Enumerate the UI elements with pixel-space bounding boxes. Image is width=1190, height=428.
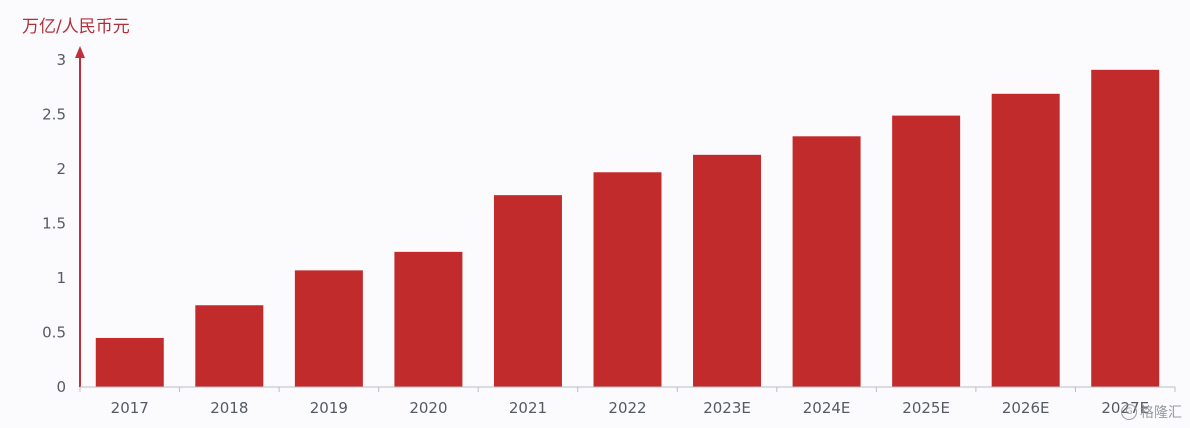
y-tick-label: 2.5 [42, 106, 66, 124]
bar-series [95, 69, 1160, 387]
y-tick-labels: 0 0.5 1 1.5 2 2.5 3 [42, 51, 66, 396]
bar [892, 115, 961, 387]
y-axis-arrow-icon [75, 46, 85, 58]
x-tick-label: 2023E [703, 399, 751, 417]
x-tick-label: 2024E [803, 399, 851, 417]
y-tick-label: 1.5 [42, 215, 66, 233]
y-tick-label: 2 [56, 160, 66, 178]
x-tick-label: 2018 [210, 399, 248, 417]
x-tick-label: 2019 [310, 399, 348, 417]
x-tick-label: 2025E [902, 399, 950, 417]
y-tick-label: 0.5 [42, 324, 66, 342]
bar [493, 195, 562, 387]
bar [95, 337, 164, 387]
x-tick-label: 2026E [1002, 399, 1050, 417]
y-axis-unit-label: 万亿/人民币元 [22, 17, 130, 37]
x-tick-label: 2022 [608, 399, 646, 417]
x-tick-labels: 2017 2018 2019 2020 2021 2022 2023E 2024E 2025E 2… [111, 399, 1149, 417]
bar [593, 172, 662, 387]
x-tick-label: 2020 [409, 399, 447, 417]
bar [991, 93, 1060, 387]
gelonghui-logo-icon: G [1121, 404, 1137, 420]
bar [294, 270, 363, 387]
y-tick-label: 0 [56, 378, 66, 396]
bar [792, 136, 861, 387]
y-tick-label: 3 [56, 51, 66, 69]
axes [75, 46, 1176, 392]
bar [693, 154, 762, 387]
bar [1091, 69, 1160, 387]
x-tick-label: 2021 [509, 399, 547, 417]
bar [195, 305, 264, 387]
watermark: G 格隆汇 [1121, 402, 1182, 422]
watermark-text: 格隆汇 [1140, 405, 1182, 421]
bar [394, 251, 463, 387]
x-tick-label: 2017 [111, 399, 149, 417]
y-tick-label: 1 [56, 269, 66, 287]
